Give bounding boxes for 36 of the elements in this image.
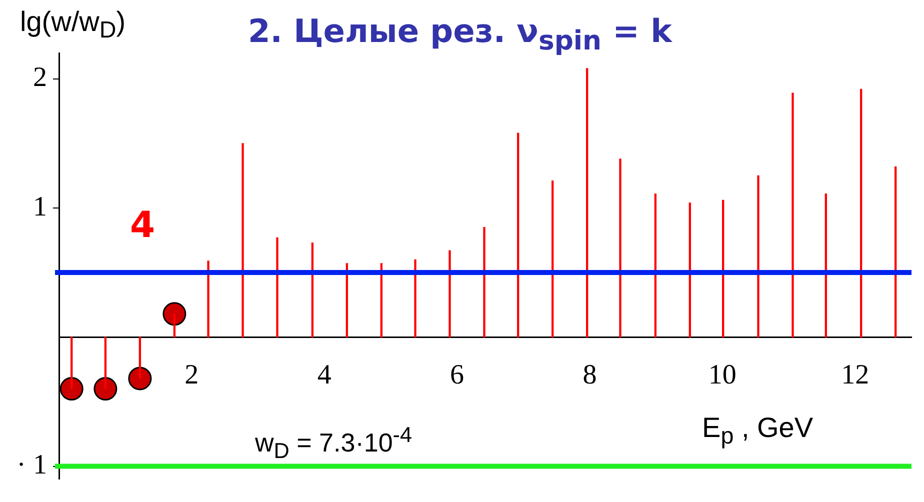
bar xyxy=(414,259,416,338)
bar xyxy=(448,250,451,338)
y-tick-label: 1 xyxy=(33,191,47,222)
point xyxy=(94,377,118,401)
bar xyxy=(207,260,210,338)
bar xyxy=(70,336,73,390)
bar xyxy=(619,158,622,338)
bar xyxy=(552,180,554,338)
point xyxy=(60,377,84,401)
bar xyxy=(757,175,760,338)
point xyxy=(162,302,186,326)
bar xyxy=(792,92,794,338)
chart-title: 2. Целые рез. ν$_{spin}$ = k xyxy=(248,12,672,56)
x-tick-label: 10 xyxy=(708,359,736,390)
x-axis-title: E$_{p}$ , GeV xyxy=(702,412,814,450)
bar xyxy=(242,143,244,338)
bar xyxy=(104,336,107,390)
bar xyxy=(517,132,520,338)
x-tick-label: 12 xyxy=(841,359,870,390)
x-tick-label: 8 xyxy=(582,359,597,390)
bar xyxy=(894,166,897,338)
annotation: 4 xyxy=(130,205,156,246)
x-tick-label: 2 xyxy=(184,359,199,390)
point xyxy=(128,366,152,390)
annotation: w$_{D}$ = 7.3·10$^{-4}$ xyxy=(255,422,412,464)
y-tick-label: · 1 xyxy=(16,450,47,481)
x-tick-label: 6 xyxy=(450,359,464,390)
bar xyxy=(138,336,142,379)
bar xyxy=(483,227,486,338)
bar xyxy=(860,88,862,338)
bar xyxy=(276,237,278,338)
y-tick-label: 2 xyxy=(33,62,47,94)
bar xyxy=(586,68,588,338)
y-axis-title: lg(w/w$_{D}$) xyxy=(20,6,126,44)
x-tick-label: 4 xyxy=(317,359,332,390)
bar xyxy=(173,314,176,338)
